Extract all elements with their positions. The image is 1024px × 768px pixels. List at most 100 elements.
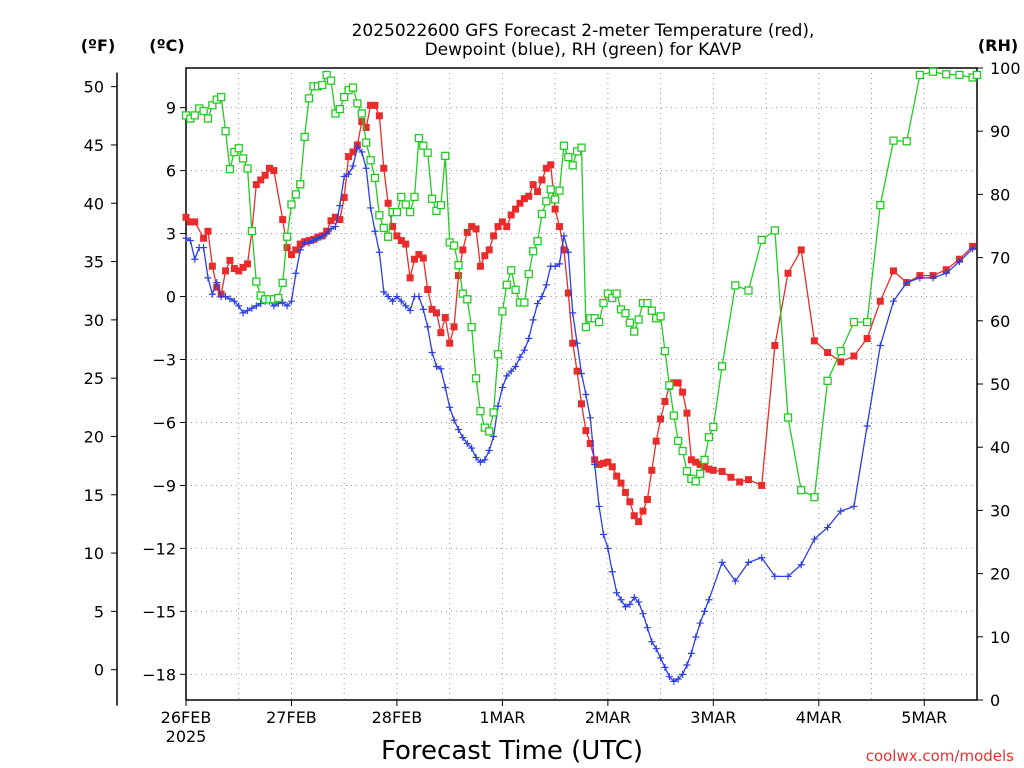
data-point: [520, 346, 528, 354]
data-point: [556, 260, 564, 268]
data-point: [639, 610, 647, 618]
data-point: [468, 444, 476, 452]
data-point: [349, 148, 357, 156]
data-point: [559, 141, 569, 150]
series-layer: [181, 67, 982, 685]
data-point: [410, 192, 419, 202]
data-point: [282, 232, 292, 241]
data-point: [326, 76, 336, 85]
data-point: [850, 502, 858, 510]
data-point: [534, 188, 542, 196]
data-point: [384, 293, 392, 301]
y-tick-label-c: 3: [166, 225, 176, 244]
data-point: [902, 137, 911, 146]
data-point: [353, 99, 362, 108]
data-point: [454, 425, 462, 433]
data-point: [626, 498, 634, 506]
data-point: [476, 262, 484, 270]
data-point: [529, 316, 537, 324]
data-point: [582, 390, 590, 398]
data-point: [727, 473, 735, 481]
data-point: [538, 293, 546, 301]
data-point: [942, 70, 951, 79]
data-point: [405, 207, 415, 217]
data-point: [643, 495, 651, 503]
data-point: [696, 619, 704, 627]
data-point: [415, 293, 423, 301]
x-tick-sublabel: 2025: [166, 727, 207, 746]
data-point: [203, 114, 213, 123]
data-point: [692, 458, 700, 466]
data-point: [226, 295, 234, 303]
data-point: [463, 228, 471, 236]
x-tick-label: 3MAR: [690, 708, 736, 727]
data-point: [520, 195, 528, 203]
data-point: [225, 164, 235, 174]
data-point: [810, 535, 818, 543]
x-tick-label: 27FEB: [266, 708, 317, 727]
data-point: [204, 274, 212, 282]
y-tick-label-f: 5: [94, 602, 104, 621]
data-point: [542, 164, 550, 172]
data-point: [379, 223, 388, 233]
data-point: [235, 267, 243, 275]
data-point: [471, 374, 481, 383]
data-point: [537, 209, 547, 219]
data-point: [336, 216, 344, 224]
unit-label-celsius: (ºC): [149, 36, 184, 55]
data-point: [432, 309, 440, 317]
data-point: [428, 349, 436, 357]
data-point: [683, 409, 691, 417]
y-tick-label-f: 45: [84, 136, 104, 155]
data-point: [731, 281, 740, 290]
credit-label: coolwx.com/models: [866, 747, 1014, 765]
data-point: [660, 346, 670, 356]
data-point: [599, 530, 607, 538]
data-point: [265, 164, 273, 172]
data-point: [375, 248, 383, 256]
data-point: [468, 223, 476, 231]
data-point: [208, 101, 217, 110]
data-point: [358, 148, 366, 156]
data-point: [903, 279, 911, 287]
data-point: [876, 342, 884, 350]
data-point: [476, 407, 485, 416]
data-point: [296, 246, 304, 254]
data-point: [494, 223, 502, 231]
data-point: [862, 317, 872, 327]
data-point: [797, 246, 805, 254]
data-point: [758, 481, 766, 489]
data-point: [784, 572, 792, 580]
data-point: [291, 190, 301, 199]
chart-title-line-2: Dewpoint (blue), RH (green) for KAVP: [425, 40, 742, 60]
data-point: [529, 247, 538, 256]
y-tick-label-c: 9: [166, 99, 176, 118]
data-point: [370, 173, 380, 183]
data-point: [459, 434, 467, 442]
data-point: [669, 411, 678, 420]
data-point: [542, 197, 551, 206]
data-point: [204, 227, 212, 235]
data-point: [731, 577, 739, 585]
data-point: [278, 278, 287, 288]
data-point: [682, 467, 692, 476]
data-point: [270, 167, 278, 175]
data-point: [450, 416, 458, 424]
data-point: [323, 230, 331, 238]
data-point: [270, 302, 278, 310]
data-point: [625, 318, 634, 327]
data-point: [322, 70, 331, 80]
data-point: [849, 317, 859, 327]
data-point: [876, 200, 885, 210]
data-point: [441, 314, 449, 322]
data-point: [485, 446, 493, 454]
data-point: [292, 269, 300, 277]
data-point: [279, 216, 287, 224]
data-point: [608, 293, 617, 303]
data-point: [556, 223, 564, 231]
data-point: [635, 518, 643, 526]
data-point: [419, 254, 427, 262]
data-point: [595, 460, 603, 468]
y-tick-label-f: 0: [94, 661, 104, 680]
data-point: [230, 265, 238, 273]
